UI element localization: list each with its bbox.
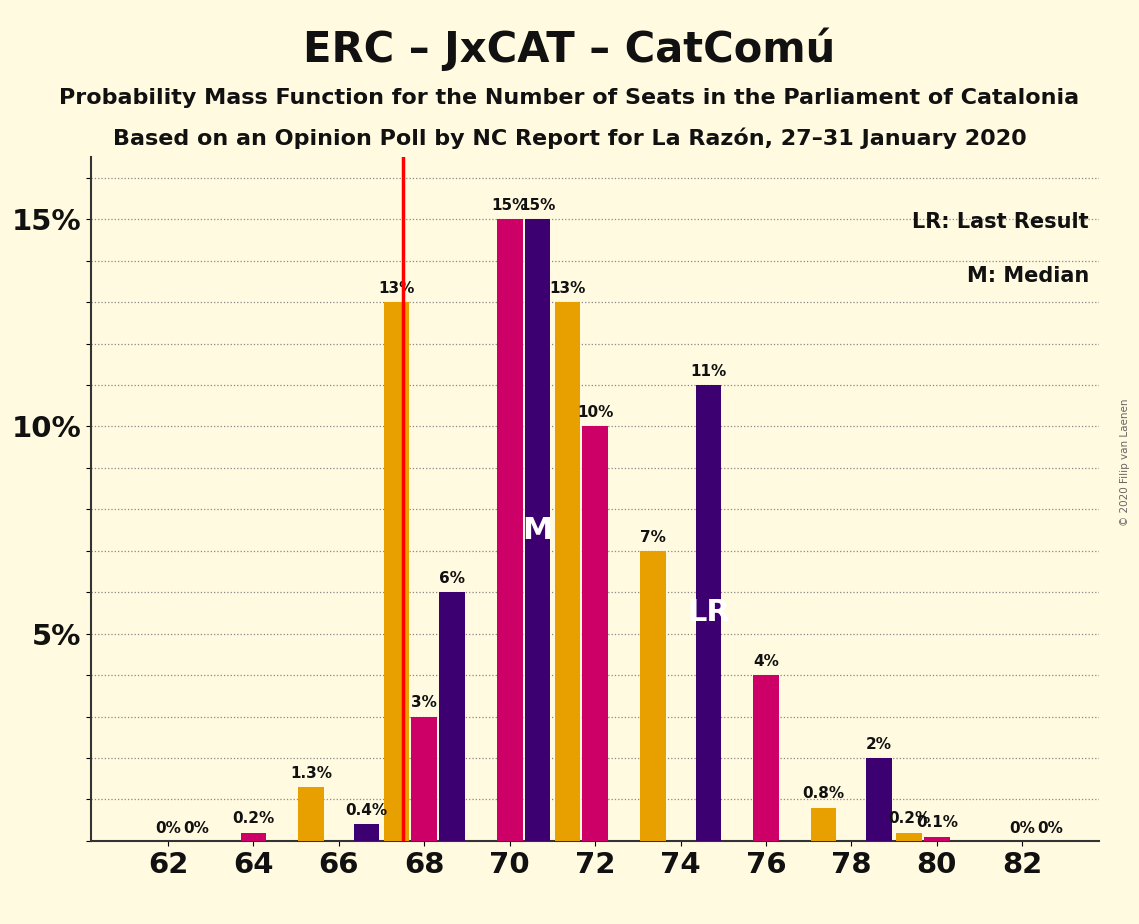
Bar	[924, 837, 950, 841]
Text: 7%: 7%	[640, 529, 665, 544]
Text: 15%: 15%	[519, 198, 556, 213]
Text: 10%: 10%	[577, 406, 613, 420]
Text: 0.4%: 0.4%	[345, 803, 387, 818]
Bar	[867, 758, 892, 841]
Bar	[354, 824, 379, 841]
Text: 3%: 3%	[411, 695, 437, 711]
Text: 13%: 13%	[549, 281, 585, 296]
Bar	[811, 808, 836, 841]
Text: ERC – JxCAT – CatComú: ERC – JxCAT – CatComú	[303, 28, 836, 71]
Text: 0.8%: 0.8%	[803, 786, 845, 801]
Bar	[753, 675, 779, 841]
Text: 0.2%: 0.2%	[232, 811, 274, 826]
Bar	[582, 427, 608, 841]
Text: LR: Last Result: LR: Last Result	[912, 212, 1089, 232]
Bar	[411, 716, 437, 841]
Text: 0%: 0%	[183, 821, 208, 836]
Text: 15%: 15%	[492, 198, 527, 213]
Text: 0%: 0%	[1038, 821, 1063, 836]
Text: 6%: 6%	[439, 571, 465, 586]
Text: Probability Mass Function for the Number of Seats in the Parliament of Catalonia: Probability Mass Function for the Number…	[59, 88, 1080, 108]
Bar	[555, 302, 580, 841]
Text: 2%: 2%	[866, 736, 892, 752]
Text: 11%: 11%	[690, 364, 727, 379]
Bar	[896, 833, 921, 841]
Bar	[497, 219, 523, 841]
Bar	[240, 833, 267, 841]
Text: 1.3%: 1.3%	[290, 766, 333, 781]
Bar	[440, 592, 465, 841]
Text: Based on an Opinion Poll by NC Report for La Razón, 27–31 January 2020: Based on an Opinion Poll by NC Report fo…	[113, 128, 1026, 149]
Bar	[640, 551, 665, 841]
Text: © 2020 Filip van Laenen: © 2020 Filip van Laenen	[1120, 398, 1130, 526]
Text: 13%: 13%	[378, 281, 415, 296]
Text: 0%: 0%	[1009, 821, 1035, 836]
Bar	[384, 302, 409, 841]
Text: 4%: 4%	[753, 654, 779, 669]
Text: 0.2%: 0.2%	[888, 811, 931, 826]
Text: 0%: 0%	[155, 821, 181, 836]
Text: 0.1%: 0.1%	[916, 816, 958, 831]
Bar	[696, 385, 721, 841]
Text: LR: LR	[687, 599, 730, 627]
Text: M: M	[523, 516, 552, 544]
Bar	[298, 787, 323, 841]
Bar	[525, 219, 550, 841]
Text: M: Median: M: Median	[967, 266, 1089, 286]
